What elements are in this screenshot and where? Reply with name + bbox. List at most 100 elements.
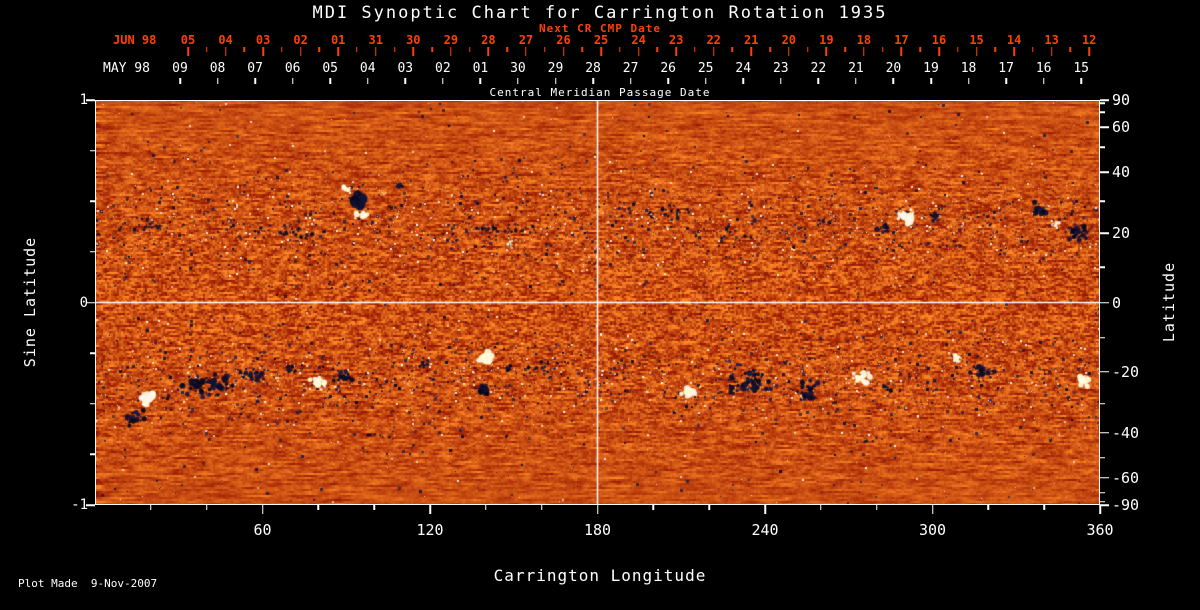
- cmp-date-tick: [592, 78, 594, 84]
- latitude-major-tick: [1100, 371, 1109, 373]
- red-date-label: 03: [255, 33, 271, 47]
- next-cr-date-row: JUN 98 05 04 03 02 01 31 30 29 28 27 26 25 24 23 22 21 2…: [0, 33, 1200, 49]
- longitude-minor-tick: [317, 505, 320, 510]
- longitude-major-tick: [931, 505, 934, 514]
- red-date-minor-tick: [356, 47, 358, 52]
- red-date-label: 25: [593, 33, 609, 47]
- latitude-tick-label: 60: [1112, 118, 1131, 137]
- red-date-tick: [450, 47, 452, 56]
- red-date-label: 14: [1006, 33, 1022, 47]
- cmp-date-tick: [254, 78, 256, 84]
- longitude-minor-tick: [820, 505, 822, 510]
- white-tick-row: [0, 78, 1200, 85]
- latitude-major-tick: [1100, 431, 1109, 434]
- cmp-date-label: 05: [322, 61, 339, 76]
- longitude-major-tick: [429, 505, 431, 514]
- red-date-label: 15: [969, 33, 984, 47]
- cmp-date-tick: [667, 78, 669, 84]
- longitude-minor-tick: [987, 505, 990, 510]
- sine-latitude-major-tick: [86, 504, 95, 506]
- red-date-label: 26: [556, 33, 571, 47]
- cmp-date-tick: [367, 78, 369, 84]
- red-date-tick: [412, 47, 415, 56]
- red-date-minor-tick: [694, 47, 696, 52]
- cmp-date-label: 08: [209, 61, 226, 76]
- right-axis-title: Latitude: [1160, 261, 1178, 343]
- longitude-minor-tick: [205, 505, 208, 510]
- red-date-label: 16: [931, 33, 947, 47]
- latitude-tick-label: 90: [1112, 91, 1131, 109]
- red-date-tick: [863, 47, 865, 56]
- red-date-minor-tick: [1069, 47, 1072, 52]
- red-date-minor-tick: [957, 47, 959, 52]
- cmp-date-label: 01: [472, 61, 489, 76]
- sine-latitude-tick-label: -1: [71, 497, 88, 513]
- cmp-date-label: 23: [772, 61, 789, 76]
- longitude-major-tick: [596, 505, 599, 514]
- sine-latitude-tick-label: 1: [79, 92, 88, 108]
- cmp-date-label: 26: [660, 61, 676, 76]
- latitude-major-tick: [1100, 171, 1109, 174]
- cmp-date-tick: [742, 78, 744, 84]
- red-date-label: 31: [368, 33, 383, 47]
- latitude-tick-label: 40: [1112, 163, 1131, 182]
- latitude-tick-label: 0: [1112, 293, 1122, 312]
- latitude-minor-tick: [1100, 111, 1105, 113]
- red-date-label: 28: [481, 33, 496, 47]
- red-date-label: 05: [180, 33, 196, 47]
- red-date-minor-tick: [994, 47, 997, 52]
- next-cr-cmp-date-label: Next CR CMP Date: [539, 22, 661, 35]
- longitude-minor-tick: [373, 505, 375, 510]
- longitude-tick-label: 300: [918, 521, 947, 539]
- cmp-date-label: 25: [697, 61, 714, 76]
- bottom-axis-title: Carrington Longitude: [493, 566, 707, 585]
- red-date-tick: [562, 47, 565, 56]
- sine-latitude-major-tick: [86, 301, 95, 304]
- magnetogram-canvas: [95, 100, 1100, 505]
- red-date-label: 02: [293, 33, 308, 47]
- white-month-label: MAY 98: [103, 61, 150, 76]
- red-date-label: 24: [631, 33, 646, 47]
- latitude-minor-tick: [1100, 146, 1105, 149]
- red-date-tick: [1013, 47, 1015, 56]
- cmp-date-label: 19: [923, 61, 939, 76]
- latitude-minor-tick: [1100, 200, 1105, 202]
- cmp-date-tick: [479, 78, 482, 84]
- longitude-tick-label: 60: [253, 521, 272, 539]
- longitude-minor-tick: [1043, 505, 1045, 510]
- latitude-minor-tick: [1100, 102, 1105, 104]
- cmp-date-label: 04: [359, 61, 376, 76]
- cmp-date-tick: [1042, 78, 1045, 84]
- red-date-label: 13: [1044, 33, 1059, 47]
- cmp-date-label: 07: [247, 61, 263, 76]
- red-date-minor-tick: [318, 47, 321, 52]
- cmp-date-label: 03: [397, 61, 414, 76]
- red-date-label: 17: [894, 33, 909, 47]
- longitude-minor-tick: [652, 505, 655, 510]
- red-date-minor-tick: [581, 47, 584, 52]
- red-date-tick: [600, 47, 602, 56]
- latitude-minor-tick: [1100, 266, 1105, 269]
- cmp-date-label: 16: [1035, 61, 1052, 76]
- sine-latitude-minor-tick: [90, 403, 95, 405]
- red-date-minor-tick: [393, 47, 396, 52]
- cmp-date-tick: [554, 78, 557, 84]
- cmp-date-tick: [704, 78, 707, 84]
- cmp-date-row: MAY 98 09 08 07 06 05 04 03 02 01 30 29 28 27 26 25 24 2…: [0, 61, 1200, 77]
- cmp-date-tick: [216, 78, 219, 84]
- cmp-date-tick: [517, 78, 519, 84]
- red-date-tick: [487, 47, 490, 56]
- red-date-minor-tick: [619, 47, 621, 52]
- latitude-tick-label: -40: [1112, 423, 1140, 442]
- red-date-minor-tick: [844, 47, 846, 52]
- red-date-tick: [938, 47, 940, 56]
- sine-latitude-minor-tick: [90, 200, 95, 202]
- cmp-date-tick: [629, 78, 632, 84]
- latitude-major-tick: [1100, 126, 1109, 128]
- red-date-minor-tick: [506, 47, 508, 52]
- red-date-label: 18: [856, 33, 872, 47]
- red-date-minor-tick: [806, 47, 809, 52]
- longitude-minor-tick: [875, 505, 878, 510]
- red-date-label: 27: [518, 33, 534, 47]
